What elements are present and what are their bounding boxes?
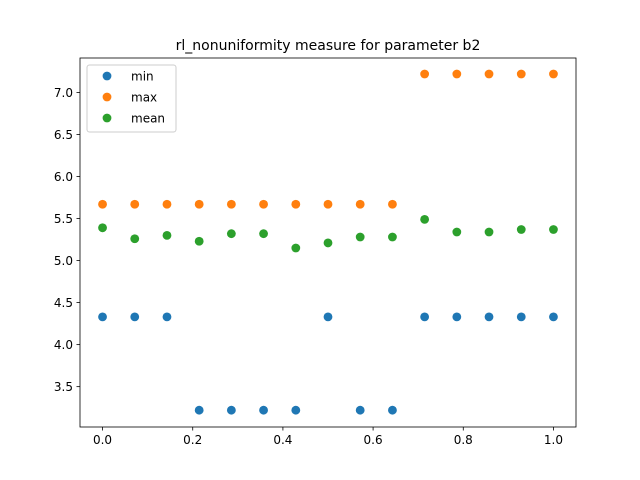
data-point-max [549,69,558,79]
x-tick-label: 1.0 [544,433,563,447]
data-point-min [516,312,526,322]
plot-area [79,57,577,428]
data-point-mean [420,214,430,224]
data-point-mean [98,223,107,233]
data-point-max [452,69,462,79]
data-point-mean [162,230,172,240]
data-point-min [130,312,140,322]
data-point-min [259,405,268,415]
chart-title: rl_nonuniformity measure for parameter b… [176,38,481,54]
data-point-max [98,199,107,209]
y-tick-label: 6.0 [54,170,73,184]
data-point-mean [259,229,268,239]
data-point-max [355,199,365,209]
data-point-min [323,312,333,322]
data-point-max [194,199,204,209]
data-point-mean [291,243,301,253]
data-point-mean [484,227,494,237]
data-point-min [549,312,558,322]
data-point-max [420,69,430,79]
data-point-min [98,312,107,322]
data-point-max [259,199,268,209]
data-point-mean [323,238,333,248]
data-point-max [130,199,140,209]
y-tick-label: 4.5 [54,296,73,310]
series-max [98,69,558,209]
y-tick-label: 5.0 [54,254,73,268]
data-point-mean [194,236,204,246]
legend-marker-min [102,71,112,81]
data-point-min [355,405,365,415]
y-axis: 3.5 4.0 4.5 5.0 5.5 6.0 6.5 7.0 [54,86,80,394]
data-point-min [194,405,204,415]
axes-frame [79,57,577,428]
data-point-mean [130,234,140,244]
data-point-min [226,405,236,415]
legend-marker-max [102,92,112,102]
x-tick-label: 0.2 [183,433,202,447]
data-point-min [484,312,494,322]
y-tick-label: 5.5 [54,212,73,226]
y-tick-label: 6.5 [54,128,73,142]
legend-marker-mean [102,113,112,123]
data-point-min [452,312,462,322]
legend-label-min: min [131,69,154,83]
data-point-mean [452,227,462,237]
data-point-mean [355,232,365,242]
series-min [98,312,558,415]
data-point-min [162,312,172,322]
y-tick-label: 4.0 [54,338,73,352]
data-point-max [388,199,397,209]
x-tick-label: 0.4 [273,433,292,447]
data-point-mean [388,232,397,242]
data-point-max [226,199,236,209]
y-tick-label: 3.5 [54,380,73,394]
data-points [98,69,558,415]
data-point-max [291,199,301,209]
legend: min max mean [86,64,177,133]
data-point-max [484,69,494,79]
data-point-min [291,405,301,415]
data-point-mean [516,225,526,234]
legend-label-max: max [131,90,157,104]
y-tick-label: 7.0 [54,86,73,100]
x-tick-label: 0.6 [364,433,383,447]
data-point-mean [549,225,558,234]
data-point-max [323,199,333,209]
legend-label-mean: mean [131,111,165,125]
x-axis: 0.0 0.2 0.4 0.6 0.8 1.0 [93,427,563,447]
x-tick-label: 0.8 [454,433,473,447]
data-point-max [516,69,526,79]
data-point-min [420,312,430,322]
series-mean [98,214,558,253]
data-point-min [388,405,397,415]
data-point-max [162,199,172,209]
data-point-mean [226,229,236,239]
x-tick-label: 0.0 [93,433,112,447]
